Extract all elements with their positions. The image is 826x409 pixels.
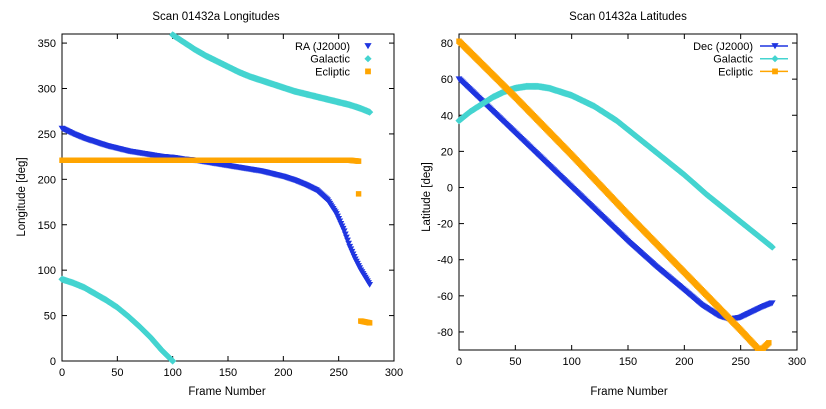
y-tick-label: 100: [38, 265, 56, 277]
data-point: [768, 243, 776, 251]
series-line: [458, 85, 773, 248]
data-point: [366, 281, 374, 288]
y-tick-label: 300: [38, 84, 56, 96]
x-tick-label: 0: [59, 367, 65, 379]
longitudes-chart: Scan 01432a Longitudes Longitude [deg] F…: [16, 11, 403, 398]
x-tick-label: 250: [329, 367, 347, 379]
y-tick-label: 60: [441, 74, 453, 86]
y-tick-label: 150: [38, 220, 56, 232]
plot-frame: [458, 33, 798, 351]
y-tick-label: 200: [38, 174, 56, 186]
legend-label: Ecliptic: [315, 66, 350, 78]
y-tick-label: -40: [437, 255, 453, 267]
data-point: [343, 234, 350, 241]
x-tick-label: 150: [619, 356, 637, 368]
y-axis-label: Latitude [deg]: [421, 162, 433, 232]
x-tick-label: 50: [509, 356, 521, 368]
x-axis-label: Frame Number: [590, 386, 667, 398]
plot-area: 0 50 100 150 200 250 300 0 50 100 150 200 250 300 350 R…: [38, 31, 403, 379]
legend-marker: [365, 68, 371, 75]
x-tick-label: 150: [219, 367, 237, 379]
data-point: [341, 231, 349, 238]
data-point: [366, 320, 373, 326]
y-tick-label: -20: [437, 219, 453, 231]
data-point: [355, 191, 362, 197]
legend-marker: [364, 43, 372, 50]
y-tick-label: 250: [38, 129, 56, 141]
y-tick-label: 0: [50, 356, 56, 368]
x-axis-label: Frame Number: [188, 386, 265, 398]
x-tick-label: 200: [675, 356, 693, 368]
data-point: [344, 237, 351, 244]
y-axis-label: Longitude [deg]: [16, 157, 28, 236]
chart-title: Scan 01432a Latitudes: [569, 11, 687, 23]
data-point: [355, 158, 362, 164]
y-tick-label: 350: [38, 38, 56, 50]
chart-title: Scan 01432a Longitudes: [152, 11, 279, 23]
x-tick-label: 300: [788, 356, 806, 368]
legend-marker: [771, 55, 779, 63]
legend-label: Galactic: [310, 54, 350, 66]
legend-label: Ecliptic: [718, 66, 753, 78]
legend-label: Dec (J2000): [693, 41, 753, 53]
plot-area: 0 50 100 150 200 250 300 -80 -60 -40 -20 0 20 40 60 80 D…: [437, 33, 806, 368]
data-point: [366, 108, 374, 116]
y-tick-label: -60: [437, 291, 453, 303]
y-tick-label: 0: [447, 182, 453, 194]
y-tick-label: 80: [441, 38, 453, 50]
y-tick-label: 50: [44, 311, 56, 323]
y-tick-label: 40: [441, 110, 453, 122]
x-tick-label: 250: [731, 356, 749, 368]
legend-marker: [364, 55, 372, 63]
x-tick-label: 200: [274, 367, 292, 379]
x-tick-label: 50: [111, 367, 123, 379]
x-tick-label: 300: [385, 367, 403, 379]
legend-marker: [772, 68, 778, 75]
y-tick-label: 20: [441, 146, 453, 158]
data-point: [766, 340, 772, 346]
data-point: [169, 357, 177, 365]
x-tick-label: 0: [456, 356, 462, 368]
plot-frame: [61, 33, 395, 362]
data-point: [340, 228, 348, 235]
y-tick-label: -80: [437, 327, 453, 339]
legend-marker: [771, 43, 779, 50]
x-tick-label: 100: [163, 367, 181, 379]
x-tick-label: 100: [562, 356, 580, 368]
legend-label: Galactic: [713, 54, 753, 66]
data-point: [768, 300, 776, 307]
data-point: [345, 240, 353, 247]
latitudes-chart: Scan 01432a Latitudes Latitude [deg] Fra…: [421, 11, 806, 398]
legend-label: RA (J2000): [295, 41, 350, 53]
